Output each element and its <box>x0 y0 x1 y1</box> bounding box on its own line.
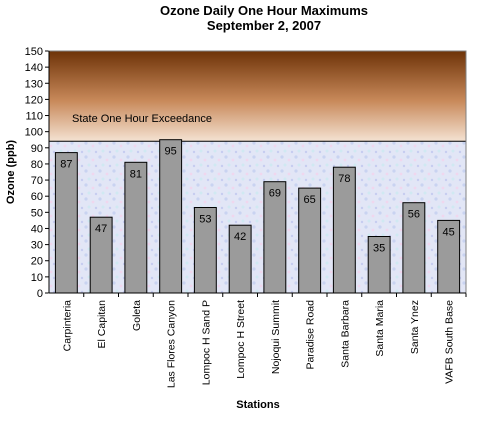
x-tick-label: Carpinteria <box>61 300 73 352</box>
y-tick-label: 110 <box>25 111 43 123</box>
x-tick-label: Santa Barbara <box>339 300 351 368</box>
bar-value-label: 78 <box>338 173 350 185</box>
bar-value-label: 69 <box>269 188 281 200</box>
bar-value-label: 47 <box>95 223 107 235</box>
y-axis-title: Ozone (ppb) <box>5 140 17 204</box>
threshold-label: State One Hour Exceedance <box>72 113 212 125</box>
y-tick-label: 120 <box>25 94 43 106</box>
bar-value-label: 42 <box>234 231 246 243</box>
bar <box>159 139 183 294</box>
x-tick-label: Goleta <box>131 300 143 331</box>
bar-value-label: 56 <box>408 209 420 221</box>
x-tick-label: Nojoqui Summit <box>270 300 282 374</box>
bar <box>332 166 356 294</box>
x-axis-title: Stations <box>236 399 279 411</box>
x-tick-label: Las Flores Canyon <box>166 300 178 388</box>
y-tick-label: 130 <box>25 78 43 90</box>
x-tick-label: Lompoc H Street <box>235 300 247 379</box>
y-tick-label: 30 <box>31 240 43 252</box>
x-tick-label: Paradise Road <box>305 300 317 370</box>
bar-value-label: 65 <box>303 194 315 206</box>
bar-value-label: 45 <box>442 226 454 238</box>
y-tick-label: 70 <box>31 175 43 187</box>
x-tick-label: El Capitan <box>96 300 108 349</box>
y-tick-label: 10 <box>31 272 43 284</box>
bar-value-label: 81 <box>130 168 142 180</box>
bar-value-label: 87 <box>60 159 72 171</box>
y-tick-label: 150 <box>25 46 43 58</box>
x-tick-label: Lompoc H Sand P <box>200 300 212 385</box>
bar-value-label: 35 <box>373 243 385 255</box>
y-tick-label: 0 <box>37 288 43 300</box>
y-tick-label: 20 <box>31 256 43 268</box>
x-tick-label: VAFB South Base <box>444 300 456 384</box>
y-tick-label: 60 <box>31 191 43 203</box>
chart-title: Ozone Daily One Hour Maximums <box>160 3 368 18</box>
y-tick-label: 80 <box>31 159 43 171</box>
bar-value-label: 95 <box>164 146 176 158</box>
bar <box>54 152 78 294</box>
x-axis-labels: Carpinteria El Capitan Goleta Las Flores Ca… <box>61 293 467 388</box>
y-tick-label: 40 <box>31 223 43 235</box>
y-tick-label: 50 <box>31 207 43 219</box>
y-axis-ticks: 0 10 20 30 40 50 60 70 80 90 100 110 120 130 140 150 <box>25 46 49 300</box>
x-tick-label: Santa Maria <box>374 300 386 357</box>
exceedance-band <box>49 51 466 142</box>
y-tick-label: 140 <box>25 62 43 74</box>
y-tick-label: 100 <box>25 127 43 139</box>
bar-value-label: 53 <box>199 214 211 226</box>
chart-subtitle: September 2, 2007 <box>207 18 321 33</box>
x-tick-label: Santa Ynez <box>409 300 421 354</box>
bar <box>124 161 148 294</box>
y-tick-label: 90 <box>31 143 43 155</box>
